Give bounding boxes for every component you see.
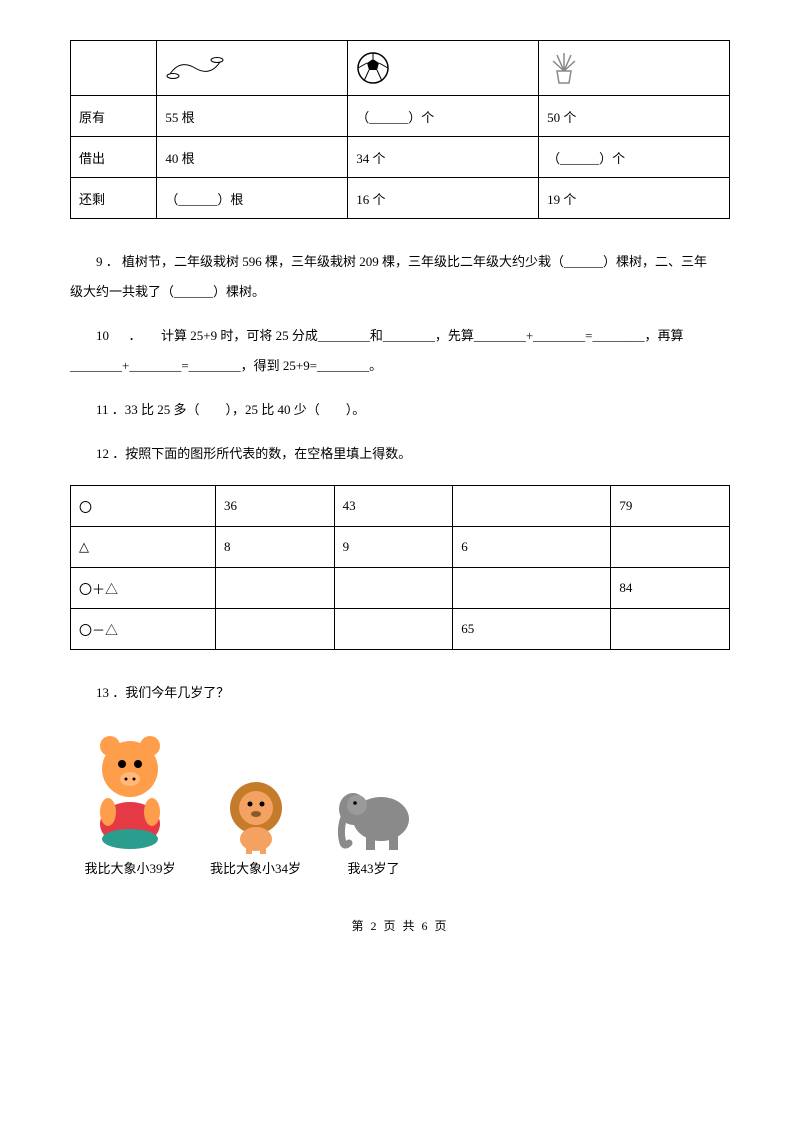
jumprope-icon-cell: [157, 41, 348, 96]
lion-icon: [220, 774, 292, 854]
t2-r0-c4: 79: [611, 486, 730, 527]
t2-r0-c0: 〇: [71, 486, 216, 527]
t2-r3-c1: [215, 609, 334, 650]
table1-r2-label: 借出: [71, 137, 157, 178]
t2-r1-c0: △: [71, 527, 216, 568]
t2-r0-c2: 43: [334, 486, 453, 527]
jumprope-icon: [165, 54, 225, 82]
t2-r3-c2: [334, 609, 453, 650]
soccerball-icon-cell: [348, 41, 539, 96]
elephant-block: 我43岁了: [331, 779, 416, 877]
table1-r2-c2: 34 个: [348, 137, 539, 178]
table1-r3-c2: 16 个: [348, 178, 539, 219]
q10-text-a: 计算 25+9 时，可将 25 分成________和________，先算__…: [161, 328, 684, 343]
q12-prefix: 12: [96, 446, 109, 461]
q11-prefix: 11: [96, 402, 109, 417]
table1-r1-c2: （______）个: [348, 96, 539, 137]
q10-dot: ．: [129, 328, 142, 343]
t2-r1-c2: 9: [334, 527, 453, 568]
page-footer: 第 2 页 共 6 页: [70, 917, 730, 934]
question-10-line2: ________+________=________，得到 25+9=_____…: [70, 353, 730, 379]
question-9-line2: 级大约一共栽了（______）棵树。: [70, 279, 730, 305]
q11-text: ．33 比 25 多（ ），25 比 40 少（ ）。: [112, 402, 366, 417]
q12-text: ．按照下面的图形所代表的数，在空格里填上得数。: [112, 446, 411, 461]
question-9: 9 ． 植树节，二年级栽树 596 棵，三年级栽树 209 棵，三年级比二年级大…: [70, 249, 730, 275]
t2-r3-c4: [611, 609, 730, 650]
q10-prefix: 10: [96, 328, 109, 343]
question-11: 11 ．33 比 25 多（ ），25 比 40 少（ ）。: [70, 397, 730, 423]
q9-text-b: 级大约一共栽了（______）棵树。: [70, 284, 265, 299]
t2-r2-c1: [215, 568, 334, 609]
t2-r1-c4: [611, 527, 730, 568]
plant-icon-cell: [539, 41, 730, 96]
t2-r0-c1: 36: [215, 486, 334, 527]
q13-text: ．我们今年几岁了？: [112, 685, 229, 700]
animals-row: 我比大象小39岁 我比大象小34岁: [80, 724, 730, 877]
table1-r3-c1: （______）根: [157, 178, 348, 219]
t2-r0-c3: [453, 486, 611, 527]
question-10: 10 ． 计算 25+9 时，可将 25 分成________和________…: [70, 323, 730, 349]
elephant-caption: 我43岁了: [331, 858, 416, 877]
table1-r2-c3: （______）个: [539, 137, 730, 178]
t2-r2-c2: [334, 568, 453, 609]
q13-prefix: 13: [96, 685, 109, 700]
table1-header-blank: [71, 41, 157, 96]
table1-r1-c1: 55 根: [157, 96, 348, 137]
q9-text-a: 植树节，二年级栽树 596 棵，三年级栽树 209 棵，三年级比二年级大约少栽（…: [122, 254, 707, 269]
lion-caption: 我比大象小34岁: [210, 858, 301, 877]
t2-r2-c4: 84: [611, 568, 730, 609]
table1-r1-c3: 50 个: [539, 96, 730, 137]
t2-r1-c3: 6: [453, 527, 611, 568]
t2-r2-c3: [453, 568, 611, 609]
table1-r2-c1: 40 根: [157, 137, 348, 178]
table1-r1-label: 原有: [71, 96, 157, 137]
t2-r1-c1: 8: [215, 527, 334, 568]
elephant-icon: [331, 779, 416, 854]
soccerball-icon: [356, 51, 390, 85]
t2-r3-c0: 〇－△: [71, 609, 216, 650]
table1-r3-label: 还剩: [71, 178, 157, 219]
q9-prefix: 9 ．: [96, 254, 119, 269]
table1-r3-c3: 19 个: [539, 178, 730, 219]
pig-icon: [80, 724, 180, 854]
t2-r3-c3: 65: [453, 609, 611, 650]
plant-icon: [547, 51, 581, 85]
items-table: 原有 55 根 （______）个 50 个 借出 40 根 34 个 （___…: [70, 40, 730, 219]
pig-caption: 我比大象小39岁: [80, 858, 180, 877]
q10-text-b: ________+________=________，得到 25+9=_____…: [70, 358, 382, 373]
shapes-table: 〇 36 43 79 △ 8 9 6 〇＋△ 84 〇－△ 65: [70, 485, 730, 650]
lion-block: 我比大象小34岁: [210, 774, 301, 877]
question-12: 12 ．按照下面的图形所代表的数，在空格里填上得数。: [70, 441, 730, 467]
question-13: 13 ．我们今年几岁了？: [70, 680, 730, 706]
pig-block: 我比大象小39岁: [80, 724, 180, 877]
t2-r2-c0: 〇＋△: [71, 568, 216, 609]
